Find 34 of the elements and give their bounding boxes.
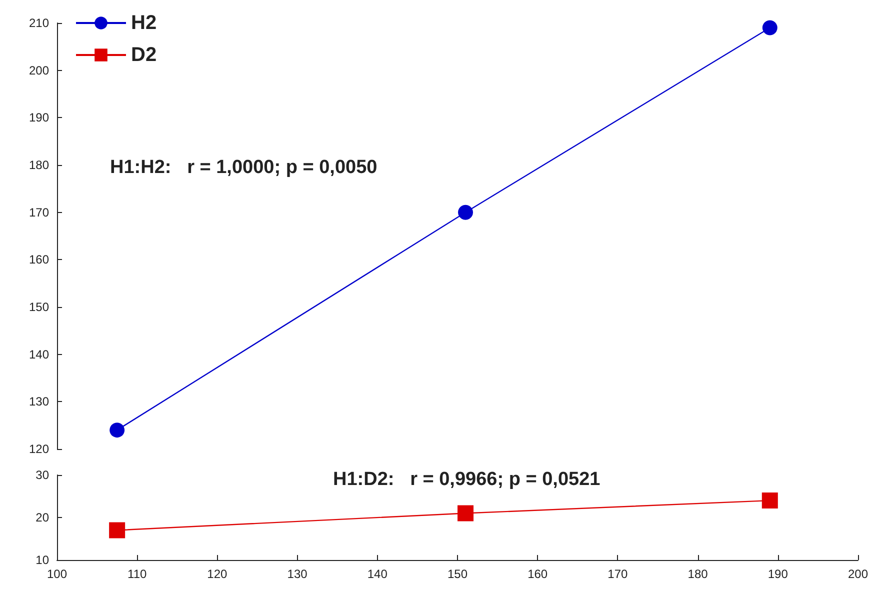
x-tick-label: 110 — [128, 567, 147, 581]
point — [110, 422, 125, 438]
legend-label: D2 — [131, 44, 157, 66]
y-tick-label: 140 — [28, 347, 50, 362]
y-tick-label: 190 — [28, 110, 50, 125]
annotation: H1:H2: r = 1,0000; p = 0,0050 — [110, 157, 378, 178]
y-tick-label: 180 — [28, 158, 50, 172]
point — [109, 522, 126, 538]
x-tick-label: 140 — [367, 567, 388, 581]
legend-label: H2 — [131, 12, 157, 34]
x-tick-label: 180 — [688, 567, 708, 581]
y-tick-label: 120 — [28, 442, 50, 456]
y-tick-label: 20 — [36, 510, 50, 524]
y-tick-label: 160 — [28, 252, 50, 267]
y-tick-label: 30 — [36, 468, 50, 482]
x-tick-label: 150 — [447, 567, 468, 581]
x-tick-label: 130 — [287, 567, 308, 581]
point — [458, 204, 474, 220]
point — [762, 492, 778, 508]
y-tick-label: 150 — [28, 300, 50, 314]
x-tick-label: 120 — [207, 567, 228, 581]
y-tick-label: 130 — [28, 394, 50, 409]
x-tick-label: 170 — [608, 567, 628, 581]
x-tick-label: 100 — [46, 567, 68, 581]
x-tick-label: 190 — [768, 567, 788, 581]
y-tick-label: 200 — [28, 63, 50, 78]
y-tick-label: 210 — [28, 16, 50, 30]
annotation: H1:D2: r = 0,9966; p = 0,0521 — [333, 469, 601, 490]
point — [762, 20, 778, 36]
y-tick-label: 170 — [28, 205, 50, 220]
point — [458, 505, 474, 522]
x-tick-label: 160 — [528, 567, 548, 581]
x-tick-label: 200 — [848, 567, 868, 581]
y-tick-label: 10 — [36, 553, 50, 567]
